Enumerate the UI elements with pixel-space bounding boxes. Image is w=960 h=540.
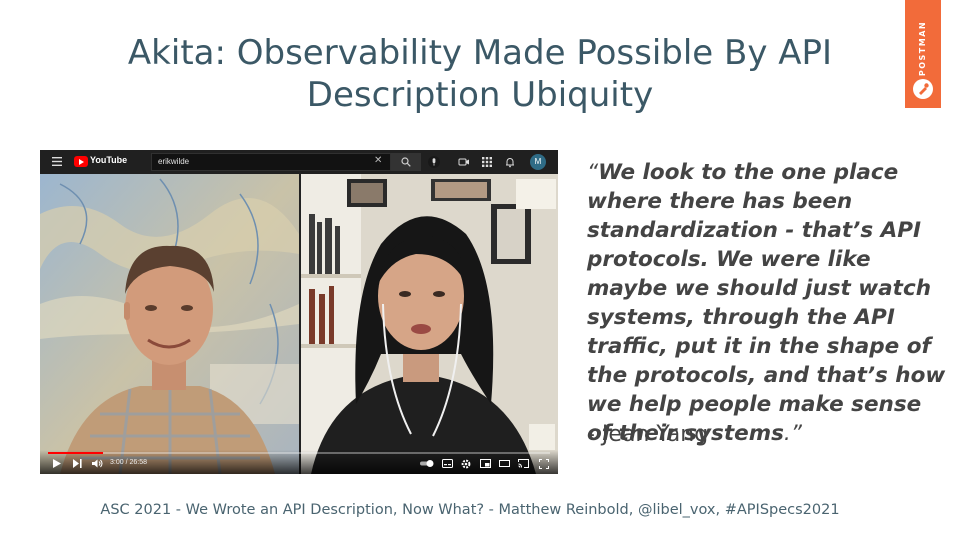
youtube-wordmark: YouTube xyxy=(90,155,128,165)
search-button[interactable] xyxy=(391,153,421,171)
create-video-icon[interactable] xyxy=(458,156,470,168)
time-display: 3:00 / 26:58 xyxy=(110,459,147,466)
fullscreen-icon[interactable] xyxy=(539,459,549,469)
microphone-icon[interactable] xyxy=(428,156,440,168)
settings-gear-icon[interactable] xyxy=(461,459,471,469)
quote-body: We look to the one place where there has… xyxy=(587,160,946,446)
participant-pane-left xyxy=(40,174,299,474)
postman-logo-icon xyxy=(913,79,933,99)
slide-title: Akita: Observability Made Possible By AP… xyxy=(127,33,833,115)
subtitles-icon[interactable] xyxy=(442,459,453,468)
menu-icon[interactable] xyxy=(52,157,62,166)
autoplay-toggle-icon[interactable] xyxy=(420,459,434,468)
quote-open-mark: “ xyxy=(587,160,599,185)
participant-photo-left xyxy=(40,174,299,474)
play-icon[interactable] xyxy=(52,459,61,468)
participant-photo-right xyxy=(301,174,558,474)
notifications-bell-icon[interactable] xyxy=(504,156,516,168)
quote-close-mark: .” xyxy=(783,421,802,446)
postman-brand-tab: POSTMAN xyxy=(905,0,941,108)
progress-bar-fill xyxy=(48,452,104,454)
postman-wordmark: POSTMAN xyxy=(918,20,928,76)
quote-text: “We look to the one place where there ha… xyxy=(587,158,947,448)
pane-divider xyxy=(299,174,301,474)
apps-grid-icon[interactable] xyxy=(481,156,493,168)
video-screenshot[interactable]: YouTube erikwilde ✕ M xyxy=(40,150,558,474)
progress-bar[interactable] xyxy=(48,452,550,454)
youtube-logo-icon[interactable] xyxy=(74,156,88,167)
next-icon[interactable] xyxy=(73,459,82,468)
theater-mode-icon[interactable] xyxy=(499,459,510,468)
search-icon xyxy=(401,157,411,167)
miniplayer-icon[interactable] xyxy=(480,459,491,468)
youtube-header: YouTube erikwilde ✕ M xyxy=(40,150,558,174)
quote-author: - Jean Yang xyxy=(587,422,709,447)
youtube-search-input[interactable]: erikwilde xyxy=(151,153,391,171)
clear-search-icon[interactable]: ✕ xyxy=(374,155,383,166)
player-controls: 3:00 / 26:58 xyxy=(40,450,558,474)
volume-icon[interactable] xyxy=(92,459,103,468)
slide-footer: ASC 2021 - We Wrote an API Description, … xyxy=(100,502,840,518)
cast-icon[interactable] xyxy=(518,459,529,468)
participant-pane-right xyxy=(301,174,558,474)
account-avatar[interactable]: M xyxy=(530,154,546,170)
